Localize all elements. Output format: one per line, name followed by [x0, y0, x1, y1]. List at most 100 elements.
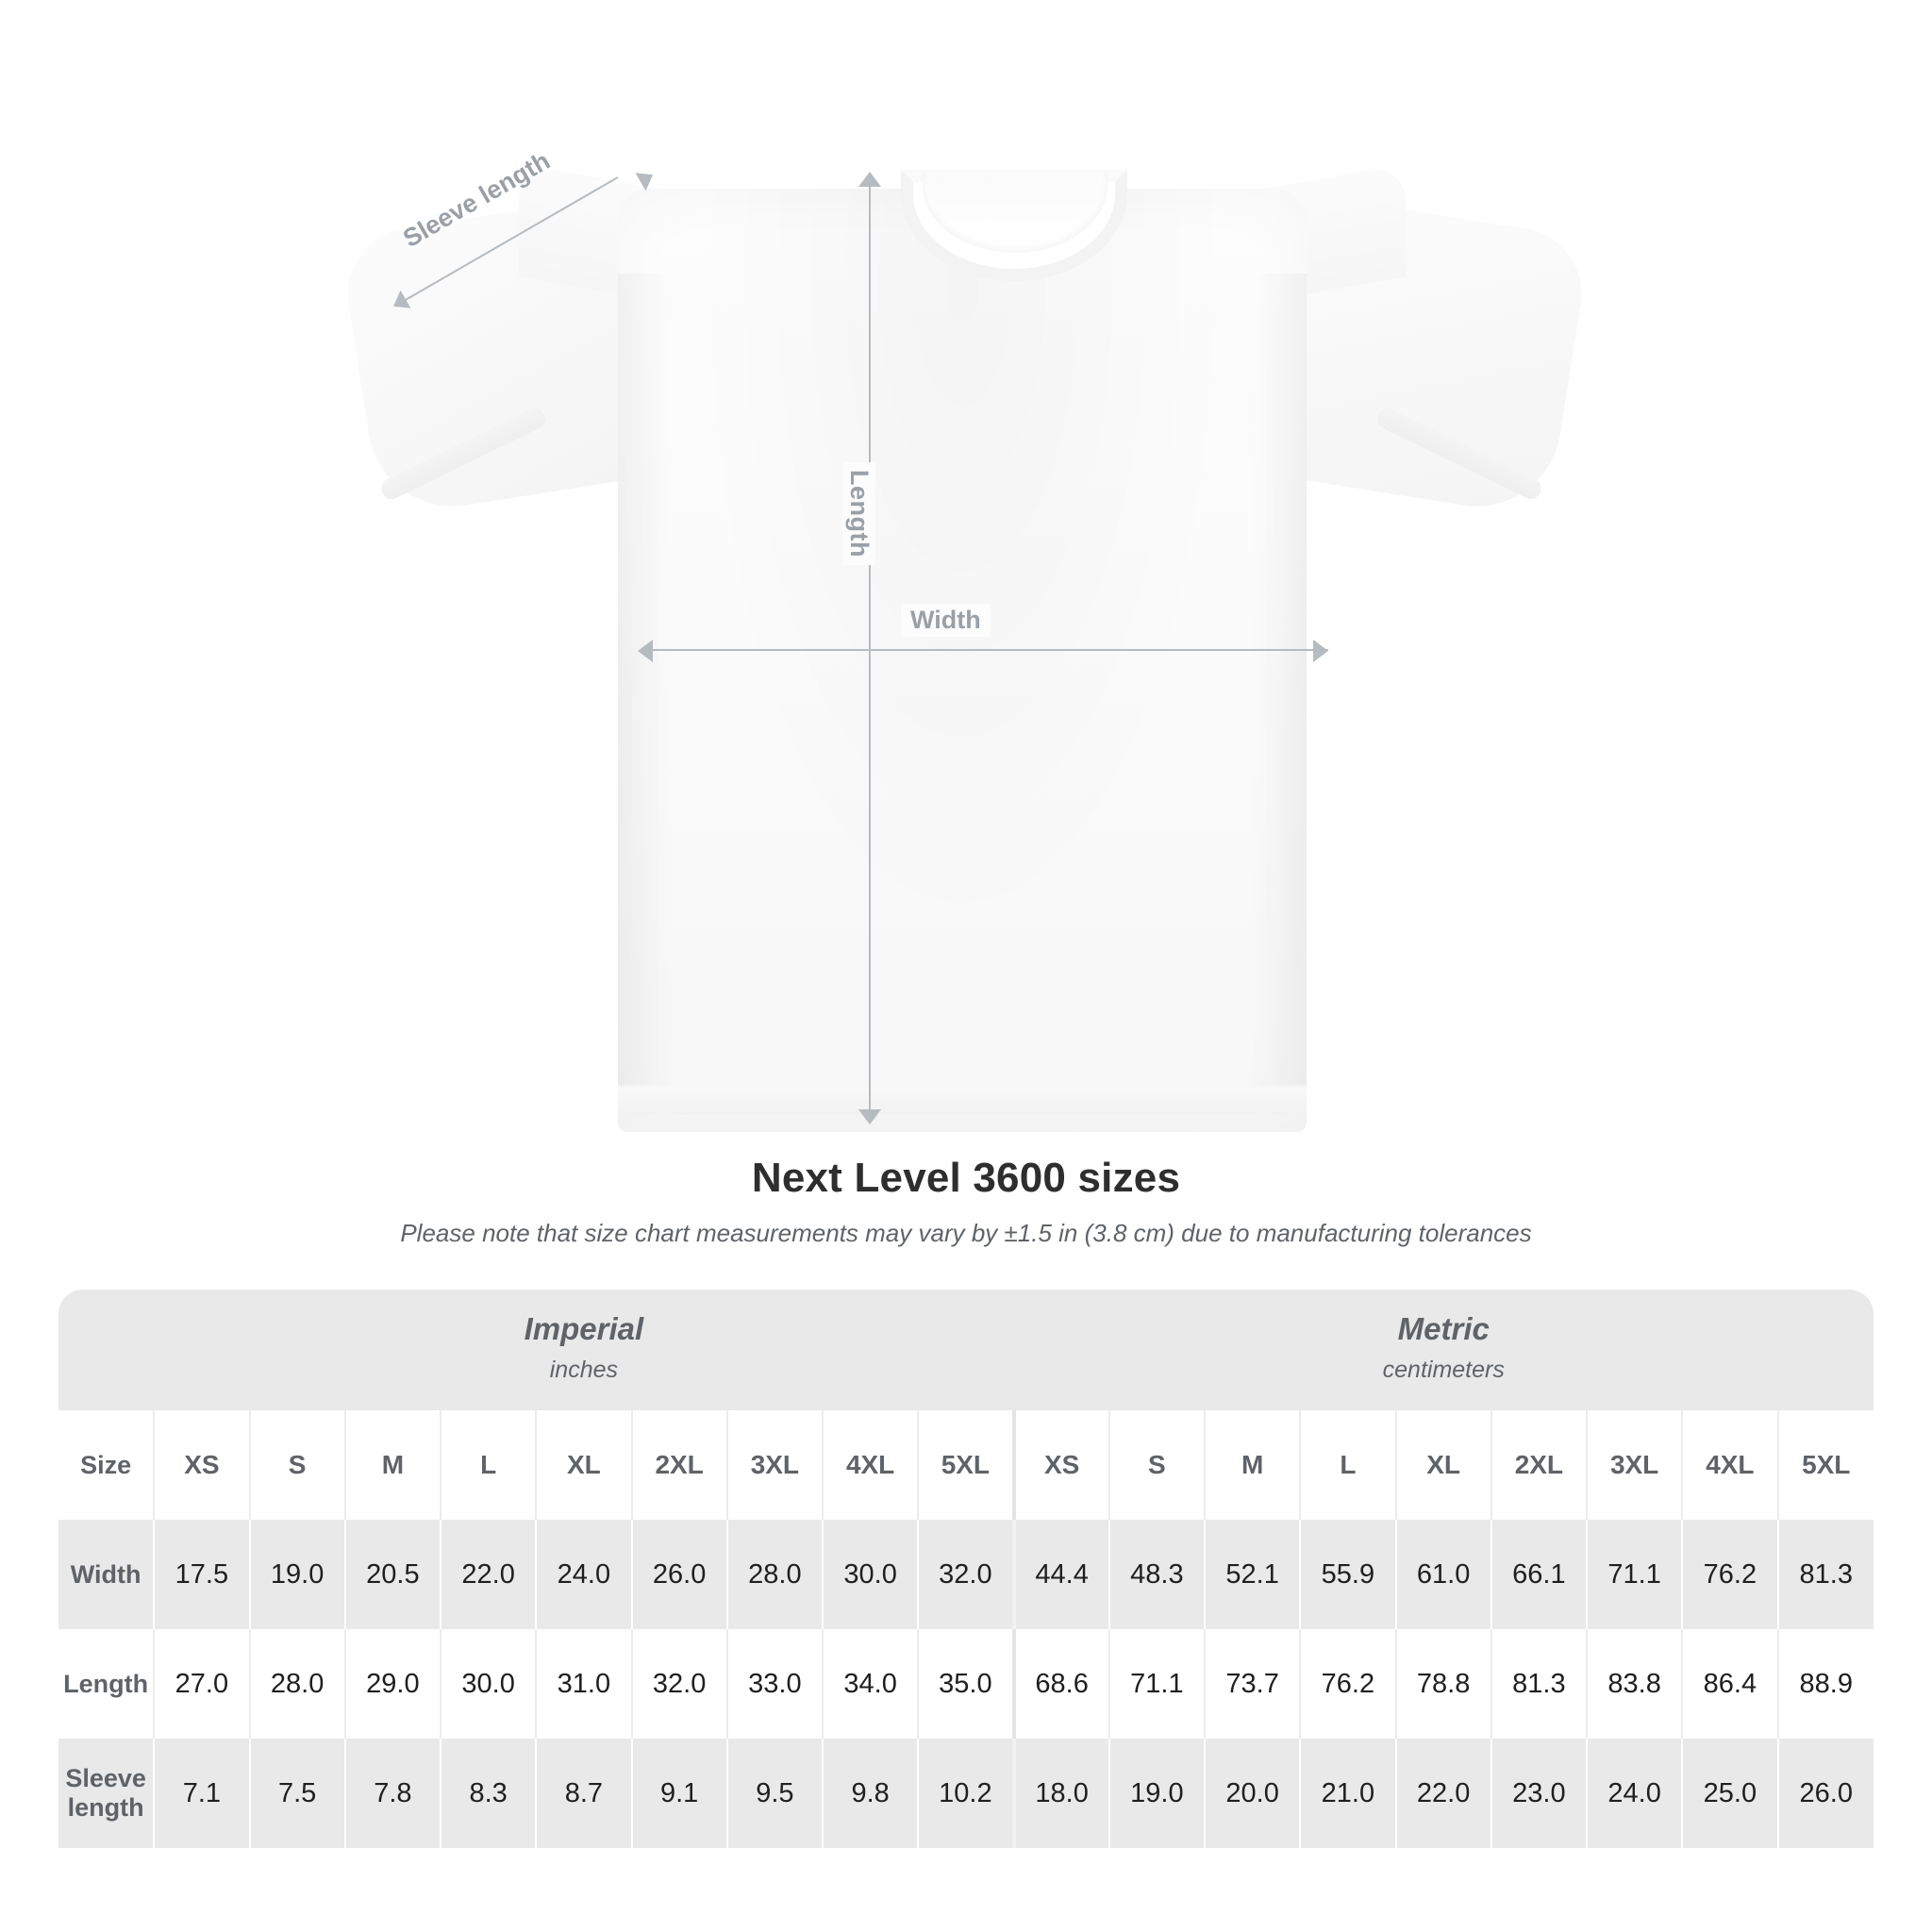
cell-length-metric-4xl: 86.4: [1681, 1629, 1778, 1739]
cell-length-metric-5xl: 88.9: [1776, 1629, 1874, 1739]
cell-width-metric-2xl: 66.1: [1490, 1520, 1587, 1629]
table-row: Sleeve length 7.1 7.5 7.8 8.3 8.7 9.1 9.5 9.8 10.…: [58, 1739, 1874, 1848]
cell-width-imperial-m: 20.5: [343, 1520, 441, 1629]
cell-sleeve-length-metric-m: 20.0: [1203, 1739, 1301, 1848]
cell-length-imperial-m: 29.0: [343, 1629, 441, 1739]
size-header-imperial-xs: XS: [153, 1410, 250, 1520]
size-header-metric-3xl: 3XL: [1585, 1410, 1683, 1520]
size-header-imperial-m: M: [343, 1410, 441, 1520]
size-header-imperial-4xl: 4XL: [821, 1410, 919, 1520]
cell-length-imperial-l: 30.0: [439, 1629, 537, 1739]
cell-width-metric-3xl: 71.1: [1585, 1520, 1683, 1629]
length-measure-line: [869, 179, 871, 1123]
cell-sleeve-length-metric-5xl: 26.0: [1776, 1739, 1874, 1848]
cell-length-metric-2xl: 81.3: [1490, 1629, 1587, 1739]
size-header-imperial-5xl: 5XL: [917, 1410, 1014, 1520]
cell-width-imperial-5xl: 32.0: [917, 1520, 1014, 1629]
cell-length-imperial-3xl: 33.0: [725, 1629, 823, 1739]
cell-width-metric-xs: 44.4: [1011, 1520, 1109, 1629]
sleeve-arrow-end-icon: [635, 165, 658, 192]
cell-width-metric-l: 55.9: [1299, 1520, 1396, 1629]
size-header-metric-l: L: [1299, 1410, 1396, 1520]
cell-length-imperial-4xl: 34.0: [821, 1629, 919, 1739]
size-table-wrapper: Imperial inches Metric centimeters Size X…: [58, 1290, 1874, 1848]
size-header-metric-4xl: 4XL: [1681, 1410, 1778, 1520]
group-metric: Metric centimeters: [1013, 1290, 1874, 1410]
cell-width-imperial-2xl: 26.0: [630, 1520, 727, 1629]
cell-sleeve-length-metric-4xl: 25.0: [1681, 1739, 1778, 1848]
group-imperial: Imperial inches: [154, 1290, 1014, 1410]
length-arrow-up-icon: [858, 172, 881, 187]
size-header-label: Size: [80, 1450, 132, 1479]
group-imperial-unit: inches: [549, 1356, 618, 1383]
cell-width-metric-s: 48.3: [1108, 1520, 1205, 1629]
width-arrow-right-icon: [1313, 640, 1328, 662]
size-header-metric-5xl: 5XL: [1776, 1410, 1874, 1520]
table-row: Length 27.0 28.0 29.0 30.0 31.0 32.0 33.0 34.0 35…: [58, 1629, 1874, 1739]
cell-sleeve-length-imperial-4xl: 9.8: [821, 1739, 919, 1848]
size-table-body: Size XS S M L XL 2XL 3XL 4XL 5XL XS S M L XL 2XL 3XL 4XL 5…: [58, 1410, 1874, 1848]
cell-width-imperial-s: 19.0: [248, 1520, 345, 1629]
cell-length-metric-xl: 78.8: [1394, 1629, 1491, 1739]
bottom-hem: [618, 1087, 1307, 1115]
group-imperial-name: Imperial: [524, 1310, 644, 1346]
size-header-metric-m: M: [1203, 1410, 1301, 1520]
body-shadow-right: [1250, 274, 1307, 1085]
page-title: Next Level 3600 sizes: [751, 1155, 1181, 1201]
size-header-imperial-l: L: [439, 1410, 537, 1520]
row-label-width: Width: [70, 1559, 142, 1589]
size-header-metric-s: S: [1108, 1410, 1205, 1520]
size-header-imperial-xl: XL: [535, 1410, 632, 1520]
cell-sleeve-length-metric-l: 21.0: [1299, 1739, 1396, 1848]
size-table-head: Imperial inches Metric centimeters: [58, 1290, 1874, 1410]
width-arrow-left-icon: [638, 640, 653, 662]
tshirt-body: [618, 189, 1307, 1132]
cell-sleeve-length-metric-2xl: 23.0: [1490, 1739, 1587, 1848]
cell-sleeve-length-imperial-m: 7.8: [343, 1739, 441, 1848]
sleeve-measure-group: Sleeve length: [388, 146, 660, 328]
cell-length-imperial-xl: 31.0: [535, 1629, 632, 1739]
size-header-metric-2xl: 2XL: [1490, 1410, 1587, 1520]
body-shadow-left: [618, 274, 675, 1085]
cell-length-imperial-5xl: 35.0: [917, 1629, 1014, 1739]
width-measure-label: Width: [901, 604, 991, 637]
cell-width-metric-xl: 61.0: [1394, 1520, 1491, 1629]
cell-length-metric-s: 71.1: [1108, 1629, 1205, 1739]
cell-width-metric-4xl: 76.2: [1681, 1520, 1778, 1629]
row-label-sleeve-length: Sleeve length: [65, 1764, 146, 1822]
cell-sleeve-length-imperial-3xl: 9.5: [725, 1739, 823, 1848]
chart-heading-block: Next Level 3600 sizes Please note that s…: [0, 1155, 1932, 1248]
length-measure-label: Length: [842, 462, 875, 565]
cell-length-metric-3xl: 83.8: [1585, 1629, 1683, 1739]
size-header-metric-xl: XL: [1394, 1410, 1491, 1520]
cell-length-imperial-2xl: 32.0: [630, 1629, 727, 1739]
cell-length-metric-m: 73.7: [1203, 1629, 1301, 1739]
size-header-metric-xs: XS: [1011, 1410, 1109, 1520]
size-header-imperial-s: S: [248, 1410, 345, 1520]
cell-sleeve-length-metric-xs: 18.0: [1011, 1739, 1109, 1848]
size-header-row: Size XS S M L XL 2XL 3XL 4XL 5XL XS S M L XL 2XL 3XL 4XL 5…: [58, 1410, 1874, 1520]
tshirt-diagram: Length Width Sleeve length: [0, 0, 1932, 1141]
cell-width-imperial-l: 22.0: [439, 1520, 537, 1629]
table-row: Width 17.5 19.0 20.5 22.0 24.0 26.0 28.0 30.0 32.…: [58, 1520, 1874, 1629]
cell-width-imperial-xl: 24.0: [535, 1520, 632, 1629]
row-label-length: Length: [63, 1669, 149, 1698]
cell-length-metric-xs: 68.6: [1011, 1629, 1109, 1739]
group-metric-unit: centimeters: [1382, 1356, 1505, 1383]
cell-sleeve-length-metric-xl: 22.0: [1394, 1739, 1491, 1848]
cell-sleeve-length-imperial-xl: 8.7: [535, 1739, 632, 1848]
cell-length-metric-l: 76.2: [1299, 1629, 1396, 1739]
tolerance-note: Please note that size chart measurements…: [400, 1219, 1532, 1247]
cell-sleeve-length-imperial-s: 7.5: [248, 1739, 345, 1848]
length-arrow-down-icon: [858, 1109, 881, 1124]
cell-sleeve-length-imperial-xs: 7.1: [153, 1739, 250, 1848]
cell-width-metric-m: 52.1: [1203, 1520, 1301, 1629]
cell-sleeve-length-metric-3xl: 24.0: [1585, 1739, 1683, 1848]
size-header-imperial-3xl: 3XL: [725, 1410, 823, 1520]
size-header-imperial-2xl: 2XL: [630, 1410, 727, 1520]
cell-sleeve-length-imperial-2xl: 9.1: [630, 1739, 727, 1848]
cell-sleeve-length-metric-s: 19.0: [1108, 1739, 1205, 1848]
unit-group-row: Imperial inches Metric centimeters: [58, 1290, 1874, 1410]
cell-width-imperial-xs: 17.5: [153, 1520, 250, 1629]
